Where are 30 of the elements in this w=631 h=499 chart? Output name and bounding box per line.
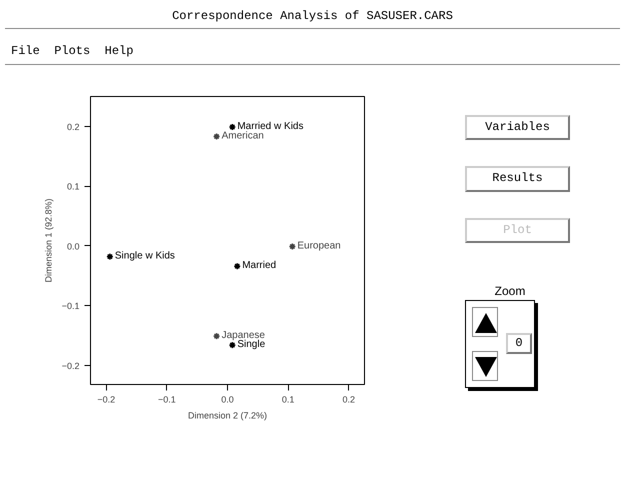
text: 0 bbox=[506, 332, 532, 354]
x-tick-label: −0.1 bbox=[158, 394, 176, 405]
text: Zoom bbox=[494, 282, 526, 300]
text: File Plots Help bbox=[11, 44, 134, 58]
data-label: Japanese bbox=[222, 330, 266, 342]
data-label: Single w Kids bbox=[114, 250, 175, 262]
y-tick-label: −0.1 bbox=[62, 301, 80, 312]
y-tick-label: 0.0 bbox=[66, 242, 80, 252]
point bbox=[233, 262, 241, 270]
point bbox=[212, 332, 220, 340]
data-label: European bbox=[297, 240, 341, 252]
data-label: Single bbox=[237, 339, 266, 350]
x-tick-label: 0.0 bbox=[221, 394, 234, 405]
text: Variables bbox=[465, 115, 570, 140]
x-axis-title: Dimension 2 (7.2%) bbox=[188, 410, 268, 421]
y-tick-label: −0.2 bbox=[62, 361, 80, 372]
y-tick-label: 0.2 bbox=[66, 122, 80, 132]
chart-title: Correspondence Analysis of SASUSER.CARS bbox=[5, 5, 620, 30]
point bbox=[228, 342, 236, 350]
data-label: Married bbox=[242, 260, 276, 272]
text: Results bbox=[465, 166, 570, 192]
data-label: Married w Kids bbox=[237, 121, 304, 132]
x-tick-label: −0.2 bbox=[97, 394, 116, 405]
data-label: American bbox=[222, 130, 264, 142]
text: Plot bbox=[465, 218, 570, 243]
point bbox=[106, 253, 114, 261]
x-tick-label: 0.2 bbox=[342, 394, 355, 405]
y-axis-title: Dimension 1 (92.8%) bbox=[44, 198, 54, 283]
x-tick-label: 0.1 bbox=[282, 394, 294, 405]
y-tick-label: 0.1 bbox=[66, 182, 80, 192]
